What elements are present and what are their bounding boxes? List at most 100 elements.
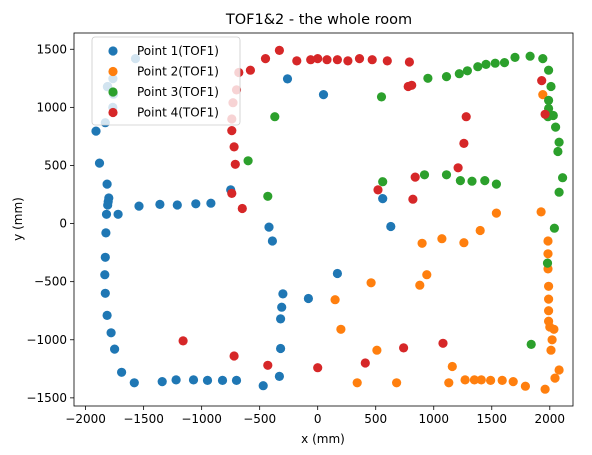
series-2-point-30 [330, 295, 340, 305]
series-4-point-31 [178, 336, 188, 346]
series-1-point-26 [188, 375, 199, 385]
series-3-point-2 [263, 191, 273, 201]
series-2-point-14 [554, 365, 564, 375]
series-1-point-31 [274, 371, 284, 381]
series-1-point-25 [171, 375, 181, 385]
series-3-point-18 [546, 81, 556, 92]
series-4-point-13 [292, 56, 302, 66]
series-2-point-26 [392, 378, 402, 388]
series-3-point-27 [554, 187, 564, 197]
series-3-point-11 [481, 59, 491, 69]
series-1-point-44 [155, 199, 165, 209]
series-4-point-27 [453, 163, 463, 173]
series-4-point-34 [313, 363, 323, 373]
series-4-point-2 [260, 54, 271, 64]
y-tick-label: −500 [34, 275, 67, 289]
series-1-point-47 [206, 198, 216, 208]
series-3-point-19 [544, 95, 554, 105]
series-4-point-29 [410, 172, 420, 182]
series-2-point-25 [447, 361, 457, 372]
series-1-point-23 [129, 378, 139, 388]
series-4-point-21 [382, 56, 392, 66]
series-2-point-34 [417, 238, 427, 248]
series-3-point-8 [454, 69, 464, 79]
series-1-point-50 [386, 221, 396, 232]
series-1-point-17 [100, 270, 110, 280]
series-1-point-46 [191, 199, 201, 209]
series-1-point-38 [318, 90, 329, 100]
series-4-point-3 [245, 65, 255, 75]
series-4-point-38 [540, 109, 550, 119]
series-4-point-8 [227, 126, 237, 136]
series-1-point-48 [332, 268, 342, 279]
series-3-point-1 [270, 112, 280, 122]
series-1-point-36 [303, 293, 313, 304]
x-tick-label: −1000 [181, 412, 222, 426]
series-1-point-37 [282, 74, 293, 84]
series-4-point-20 [367, 55, 377, 65]
series-3-point-15 [525, 51, 535, 61]
legend-label-2: Point 2(TOF1) [137, 65, 219, 79]
y-tick-label: −1500 [26, 391, 67, 405]
series-3-point-16 [538, 54, 548, 64]
series-1-point-35 [278, 289, 288, 299]
legend-marker-3 [108, 87, 118, 97]
series-4-point-15 [313, 54, 323, 64]
series-2-point-29 [336, 324, 346, 334]
x-axis-label: x (mm) [301, 432, 345, 446]
series-2-point-22 [469, 375, 479, 385]
series-3-point-32 [441, 170, 452, 180]
series-3-point-6 [423, 73, 433, 83]
x-tick-label: −1500 [123, 412, 164, 426]
legend-marker-1 [108, 46, 118, 56]
series-1-point-45 [172, 200, 182, 210]
series-2-point-37 [475, 225, 485, 236]
series-2-point-19 [497, 375, 507, 385]
series-1-point-10 [102, 179, 112, 189]
series-3-point-12 [490, 58, 500, 68]
series-1-point-34 [277, 302, 287, 312]
series-2-point-36 [459, 238, 469, 248]
legend-marker-4 [108, 107, 118, 118]
x-tick-label: 1000 [418, 412, 449, 426]
series-2-point-18 [508, 377, 518, 387]
series-4-point-39 [537, 76, 547, 86]
series-2-point-11 [549, 324, 559, 334]
series-3-point-34 [467, 176, 477, 186]
legend-label-1: Point 1(TOF1) [137, 44, 219, 58]
series-2-point-17 [520, 381, 531, 391]
y-axis-label: y (mm) [11, 197, 25, 241]
series-1-point-27 [202, 375, 213, 385]
series-3-point-3 [243, 156, 253, 166]
series-2-point-6 [544, 281, 554, 291]
series-2-point-33 [422, 270, 432, 280]
y-tick-label: 0 [59, 217, 67, 231]
y-tick-label: −1000 [26, 333, 67, 347]
series-1-point-13 [103, 200, 113, 210]
series-3-point-14 [510, 52, 520, 63]
legend-marker-2 [108, 66, 118, 77]
series-4-point-25 [461, 112, 471, 122]
series-3-point-24 [554, 137, 564, 147]
series-4-point-26 [459, 138, 469, 148]
series-1-point-32 [276, 343, 286, 354]
series-3-point-23 [551, 122, 561, 132]
legend-box [91, 36, 241, 126]
series-1-point-28 [217, 375, 228, 385]
series-4-point-35 [360, 358, 370, 368]
series-2-point-20 [486, 375, 496, 385]
series-3-point-25 [553, 146, 563, 157]
series-3-point-22 [548, 110, 558, 121]
series-4-point-11 [227, 188, 237, 198]
series-4-point-18 [343, 56, 353, 66]
series-4-point-30 [373, 185, 383, 195]
series-2-point-15 [550, 373, 560, 383]
series-1-point-9 [94, 158, 105, 168]
series-4-point-32 [229, 351, 239, 361]
series-4-point-9 [229, 142, 239, 152]
series-3-point-17 [544, 65, 554, 75]
series-2-point-4 [543, 249, 553, 259]
series-1-point-43 [134, 201, 144, 211]
series-4-point-12 [237, 203, 247, 214]
